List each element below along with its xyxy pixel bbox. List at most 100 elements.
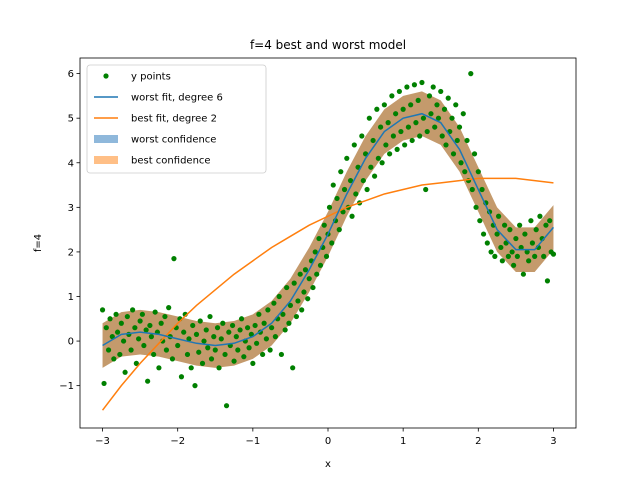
data-point xyxy=(473,204,479,210)
data-point xyxy=(286,320,292,326)
data-point xyxy=(203,327,209,333)
data-point xyxy=(492,253,498,259)
data-point xyxy=(211,334,217,340)
data-point xyxy=(244,325,251,331)
data-point xyxy=(305,296,311,302)
data-point xyxy=(326,204,333,210)
data-point xyxy=(233,334,239,340)
data-point xyxy=(522,231,528,237)
data-point xyxy=(334,195,340,202)
data-point xyxy=(547,218,553,224)
data-point xyxy=(396,88,402,95)
data-point xyxy=(353,191,359,197)
y-tick-label: 4 xyxy=(68,158,74,169)
data-point xyxy=(374,106,380,112)
data-point xyxy=(402,142,408,148)
y-tick-label: −1 xyxy=(59,381,74,392)
data-point xyxy=(207,313,213,320)
data-point xyxy=(477,218,483,224)
data-point xyxy=(364,186,370,193)
data-point xyxy=(226,329,232,335)
legend-label: best fit, degree 2 xyxy=(131,114,217,125)
x-tick-label: 1 xyxy=(400,436,406,447)
data-point xyxy=(456,124,463,130)
data-point xyxy=(152,309,158,315)
data-point xyxy=(387,151,393,157)
data-point xyxy=(192,383,198,389)
data-point xyxy=(184,351,191,358)
data-point xyxy=(336,227,342,233)
legend-patch-4 xyxy=(94,156,118,164)
data-point xyxy=(541,253,547,259)
data-point xyxy=(529,240,536,246)
data-point xyxy=(524,249,530,255)
data-point xyxy=(351,142,357,148)
data-point xyxy=(495,213,502,219)
data-point xyxy=(136,336,142,342)
data-point xyxy=(141,342,147,349)
data-point xyxy=(188,365,194,371)
data-point xyxy=(390,133,396,139)
data-point xyxy=(148,334,154,340)
y-tick-label: 0 xyxy=(68,337,74,348)
data-point xyxy=(505,253,511,259)
data-point xyxy=(132,325,138,331)
data-point xyxy=(371,173,378,179)
data-point xyxy=(435,115,442,121)
data-point xyxy=(222,351,228,358)
data-point xyxy=(201,338,207,344)
data-point xyxy=(415,97,421,103)
data-point xyxy=(156,365,162,371)
y-tick-label: 1 xyxy=(68,292,74,303)
data-point xyxy=(111,356,117,362)
data-point xyxy=(299,307,305,313)
data-point xyxy=(175,342,181,349)
data-point xyxy=(267,347,273,353)
data-point xyxy=(118,320,124,326)
data-point xyxy=(163,347,170,353)
data-point xyxy=(278,351,285,358)
data-point xyxy=(133,360,139,366)
data-point xyxy=(550,251,557,257)
data-point xyxy=(143,327,149,333)
data-point xyxy=(256,311,262,317)
data-point xyxy=(269,325,275,331)
legend-label: worst confidence xyxy=(131,135,216,146)
data-point xyxy=(449,115,455,121)
data-point xyxy=(114,329,121,335)
y-tick-label: 6 xyxy=(68,69,74,80)
data-point xyxy=(445,95,451,101)
data-point xyxy=(265,307,271,313)
data-point xyxy=(499,258,505,264)
data-point xyxy=(208,356,215,362)
data-point xyxy=(99,307,106,313)
legend-marker-points xyxy=(103,73,109,79)
data-point xyxy=(171,256,177,262)
data-point xyxy=(404,84,410,90)
data-point xyxy=(413,120,419,126)
y-tick-label: 3 xyxy=(68,203,74,214)
worst-fit-line xyxy=(102,112,555,347)
x-tick-label: 0 xyxy=(325,436,331,447)
data-point xyxy=(434,102,440,108)
data-point xyxy=(220,320,226,326)
legend-label: best confidence xyxy=(131,156,211,167)
data-point xyxy=(205,345,211,351)
data-point xyxy=(293,313,300,320)
confidence-band xyxy=(102,91,554,368)
data-point xyxy=(532,253,538,259)
data-point xyxy=(405,124,412,130)
data-point xyxy=(409,137,415,144)
data-point xyxy=(498,244,504,251)
data-point xyxy=(509,249,515,255)
data-point xyxy=(411,82,418,88)
data-point xyxy=(329,240,335,246)
legend: y points worst fit, degree 6 best fit, deg… xyxy=(86,64,267,174)
x-tick-label: 3 xyxy=(550,436,556,447)
data-point xyxy=(398,128,404,135)
data-point xyxy=(272,334,278,340)
data-point xyxy=(199,360,206,366)
data-point xyxy=(231,358,237,364)
legend-label: worst fit, degree 6 xyxy=(131,93,223,104)
